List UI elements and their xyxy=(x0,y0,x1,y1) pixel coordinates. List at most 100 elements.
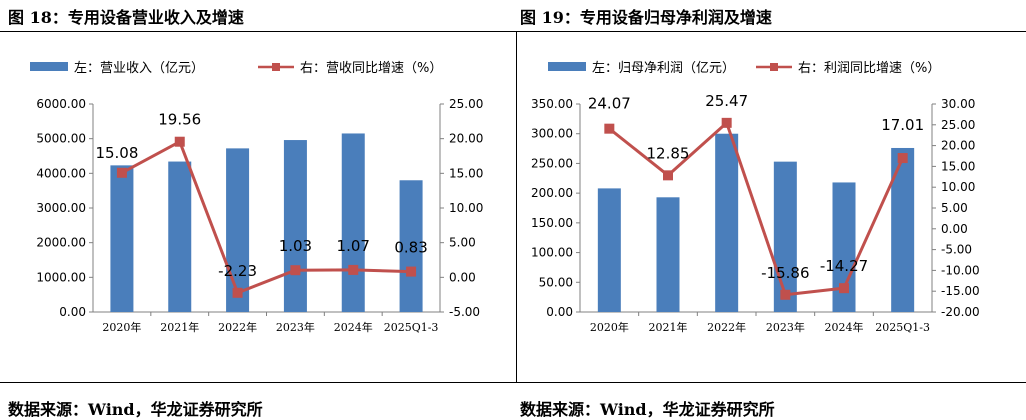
profit-legend-bar-swatch xyxy=(548,62,586,71)
net-profit-chart: 左：归母净利润（亿元） 右：利润同比增速（%） 0.00 50.00 100.00 150… xyxy=(531,61,980,334)
figure-18-title: 图 18：专用设备营业收入及增速 xyxy=(8,8,244,27)
revenue-bar-2 xyxy=(168,161,192,312)
revenue-data-label-5: 1.07 xyxy=(337,237,370,255)
revenue-line-point-4 xyxy=(290,265,301,276)
profit-right-tick-label: 30.00 xyxy=(941,97,975,111)
revenue-left-tick-label: 2000.00 xyxy=(36,236,86,250)
profit-right-tick-label: 15.00 xyxy=(941,159,975,173)
revenue-x-label-2: 2021年 xyxy=(160,320,199,334)
profit-line-point-5 xyxy=(839,283,849,294)
revenue-left-tick-label: 5000.00 xyxy=(36,132,86,146)
profit-bar-6 xyxy=(891,147,915,312)
profit-x-label-3: 2022年 xyxy=(707,320,746,334)
revenue-right-tick-label: 20.00 xyxy=(449,132,483,146)
profit-bar-3 xyxy=(715,133,739,312)
revenue-bar-4 xyxy=(283,140,307,312)
revenue-data-label-2: 19.56 xyxy=(158,111,201,129)
revenue-bar-3 xyxy=(226,148,250,312)
profit-x-label-4: 2023年 xyxy=(766,320,805,334)
profit-bar-4 xyxy=(773,161,797,312)
profit-bar-1 xyxy=(597,188,621,312)
revenue-line-point-1 xyxy=(116,167,127,178)
revenue-legend-line-marker xyxy=(272,63,280,71)
source-left: 数据来源：Wind，华龙证券研究所 xyxy=(8,400,263,419)
revenue-line-point-5 xyxy=(348,264,359,275)
revenue-data-label-3: -2.23 xyxy=(218,262,257,280)
profit-left-tick-label: 0.00 xyxy=(546,305,573,319)
source-right: 数据来源：Wind，华龙证券研究所 xyxy=(520,400,775,419)
revenue-x-label-4: 2023年 xyxy=(276,320,315,334)
revenue-left-tick-label: 4000.00 xyxy=(36,166,86,180)
revenue-bar-5 xyxy=(341,133,365,312)
profit-x-label-6: 2025Q1-3 xyxy=(875,321,930,334)
profit-right-tick-label: 5.00 xyxy=(941,201,968,215)
figure-19-title: 图 19：专用设备归母净利润及增速 xyxy=(520,8,772,27)
profit-left-tick-label: 100.00 xyxy=(531,246,573,260)
profit-data-label-5: -14.27 xyxy=(820,257,868,275)
revenue-x-label-1: 2020年 xyxy=(102,320,141,334)
profit-x-label-2: 2021年 xyxy=(649,320,688,334)
profit-data-label-6: 17.01 xyxy=(881,116,924,134)
revenue-legend-bar-label: 左：营业收入（亿元） xyxy=(74,61,204,76)
profit-data-label-2: 12.85 xyxy=(647,144,690,162)
revenue-bar-1 xyxy=(110,165,134,312)
revenue-right-tick-label: 15.00 xyxy=(449,166,483,180)
profit-left-tick-label: 150.00 xyxy=(531,216,573,230)
profit-x-label-5: 2024年 xyxy=(825,320,864,334)
profit-line-point-2 xyxy=(663,170,673,181)
profit-bar-5 xyxy=(832,182,856,312)
revenue-left-tick-label: 3000.00 xyxy=(36,201,86,215)
panel-divider xyxy=(516,31,517,382)
profit-right-tick-label: 10.00 xyxy=(941,180,975,194)
profit-bar-2 xyxy=(656,197,680,312)
revenue-data-label-1: 15.08 xyxy=(95,144,138,162)
revenue-left-tick-label: 1000.00 xyxy=(36,270,86,284)
revenue-legend-line-label: 右：营收同比增速（%） xyxy=(300,61,442,76)
top-rule xyxy=(0,31,1026,32)
profit-legend-bar-label: 左：归母净利润（亿元） xyxy=(592,61,735,76)
profit-right-tick-label: -20.00 xyxy=(941,305,980,319)
profit-right-tick-label: 20.00 xyxy=(941,139,975,153)
profit-legend-line-label: 右：利润同比增速（%） xyxy=(798,61,940,76)
profit-line-point-4 xyxy=(780,289,791,300)
revenue-right-tick-label: -5.00 xyxy=(449,305,480,319)
profit-line-point-6 xyxy=(897,153,908,164)
revenue-left-tick-label: 0.00 xyxy=(59,305,86,319)
profit-legend-line-marker xyxy=(770,63,778,71)
profit-data-label-3: 25.47 xyxy=(705,92,748,110)
profit-right-tick-label: -5.00 xyxy=(941,243,972,257)
revenue-chart: 左：营业收入（亿元） 右：营收同比增速（%） 0.00 1000.00 2000.00 3… xyxy=(30,61,483,334)
profit-right-tick-label: 25.00 xyxy=(941,118,975,132)
bottom-rule xyxy=(0,382,1026,383)
revenue-bar-6 xyxy=(399,180,423,312)
revenue-line-point-6 xyxy=(406,266,417,277)
profit-left-tick-label: 250.00 xyxy=(531,156,573,170)
profit-left-tick-label: 50.00 xyxy=(539,275,573,289)
profit-line-point-3 xyxy=(721,117,732,128)
profit-data-label-1: 24.07 xyxy=(588,95,631,113)
revenue-right-tick-label: 0.00 xyxy=(449,270,476,284)
revenue-data-label-6: 0.83 xyxy=(394,239,427,257)
profit-growth-line xyxy=(608,121,905,297)
revenue-data-label-4: 1.03 xyxy=(279,237,312,255)
revenue-x-label-3: 2022年 xyxy=(218,320,257,334)
profit-line-point-1 xyxy=(604,123,615,134)
revenue-line-point-3 xyxy=(232,287,243,298)
profit-x-label-1: 2020年 xyxy=(590,320,629,334)
profit-right-tick-label: -15.00 xyxy=(941,284,980,298)
revenue-growth-line xyxy=(121,140,412,295)
profit-left-tick-label: 300.00 xyxy=(531,127,573,141)
revenue-right-tick-label: 5.00 xyxy=(449,236,476,250)
profit-data-label-4: -15.86 xyxy=(761,264,809,282)
profit-right-tick-label: -10.00 xyxy=(941,263,980,277)
revenue-right-tick-label: 25.00 xyxy=(449,97,483,111)
revenue-x-label-6: 2025Q1-3 xyxy=(384,321,439,334)
revenue-x-label-5: 2024年 xyxy=(334,320,373,334)
revenue-line-point-2 xyxy=(174,136,185,147)
profit-left-tick-label: 350.00 xyxy=(531,97,573,111)
profit-right-tick-label: 0.00 xyxy=(941,222,968,236)
revenue-legend-bar-swatch xyxy=(30,62,68,71)
revenue-right-tick-label: 10.00 xyxy=(449,201,483,215)
profit-left-tick-label: 200.00 xyxy=(531,186,573,200)
revenue-left-tick-label: 6000.00 xyxy=(36,97,86,111)
